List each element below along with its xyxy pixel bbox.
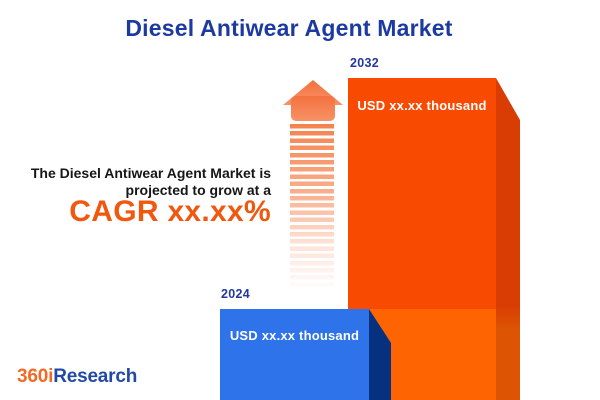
bar-2032-side-face	[496, 78, 520, 400]
description-block: The Diesel Antiwear Agent Market is proj…	[10, 165, 271, 228]
logo-prefix: 360i	[17, 366, 54, 387]
growth-arrow-icon	[283, 80, 343, 121]
growth-arrow-stripes	[290, 124, 334, 292]
bar-2024-side-face	[369, 309, 391, 400]
bar-2024: USD xx.xx thousand	[220, 309, 391, 400]
bar-2024-value: USD xx.xx thousand	[229, 328, 360, 343]
description-line-1: The Diesel Antiwear Agent Market is	[30, 165, 271, 181]
description-line-2: projected to grow at a	[125, 181, 271, 198]
bar-label-2024: 2024	[221, 287, 251, 301]
cagr-value: CAGR xx.xx%	[69, 195, 271, 228]
bar-label-2032: 2032	[350, 56, 380, 70]
bar-2032-value: USD xx.xx thousand	[357, 98, 487, 113]
brand-logo: 360iResearch	[17, 366, 137, 388]
logo-suffix: Research	[53, 366, 138, 387]
page-title: Diesel Antiwear Agent Market	[125, 15, 453, 41]
bar-2024-front-face	[220, 309, 369, 400]
